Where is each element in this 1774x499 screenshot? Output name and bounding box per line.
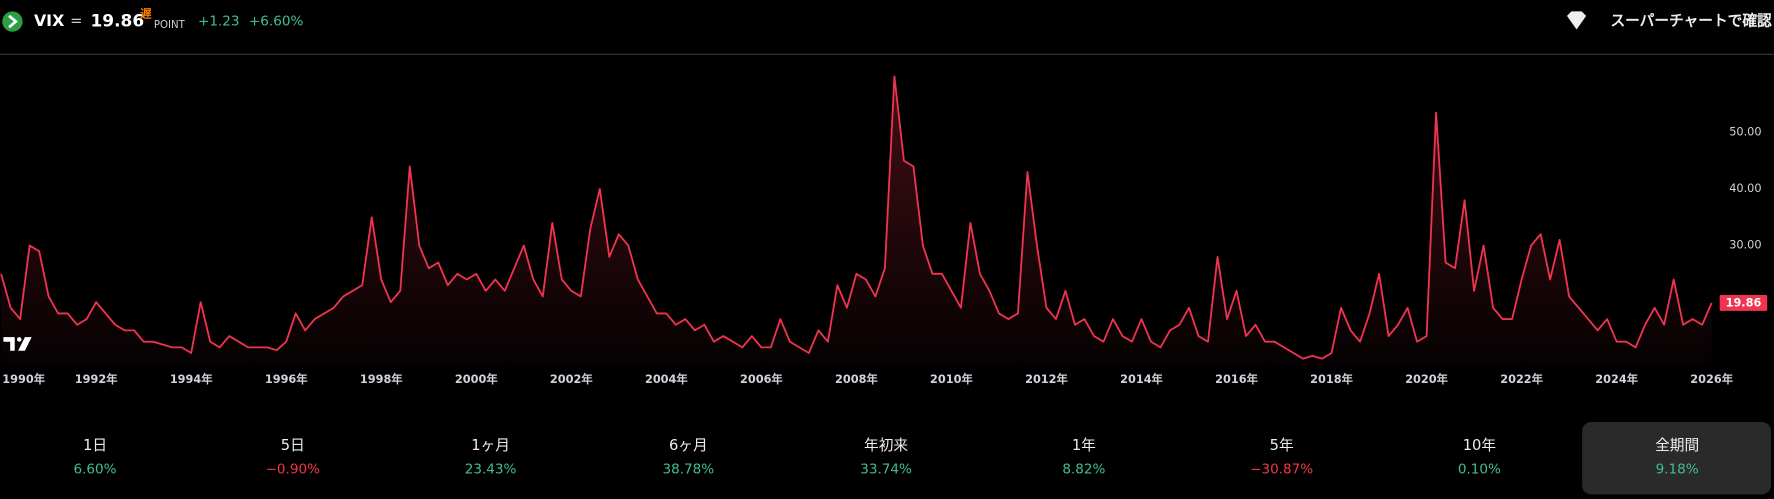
y-tick-label: 30.00 xyxy=(1729,239,1761,252)
change-pct: +6.60% xyxy=(249,14,304,30)
period-label[interactable]: 5年 xyxy=(1270,437,1294,454)
period-button[interactable]: 6ヶ月 38.78% xyxy=(662,437,714,478)
x-tick-label: 2010年 xyxy=(930,372,973,386)
period-change: −30.87% xyxy=(1250,462,1313,478)
x-tick-label: 1992年 xyxy=(75,372,118,386)
link-icon xyxy=(1566,11,1587,30)
area-fill xyxy=(1,76,1712,365)
x-tick-label: 2012年 xyxy=(1025,372,1068,386)
x-tick-label: 2014年 xyxy=(1120,372,1163,386)
period-button[interactable]: 1日 6.60% xyxy=(73,437,116,478)
period-label[interactable]: 1年 xyxy=(1072,437,1096,454)
period-change: 38.78% xyxy=(662,462,714,478)
period-button[interactable]: 年初来 33.74% xyxy=(860,437,912,478)
last-price-tag xyxy=(1719,294,1768,311)
symbol: VIX xyxy=(34,11,64,30)
x-tick-label: 2026年 xyxy=(1690,372,1733,386)
x-tick-label: 2018年 xyxy=(1310,372,1353,386)
period-change: 23.43% xyxy=(465,462,517,478)
period-change: 33.74% xyxy=(860,462,912,478)
symbol-icon xyxy=(2,11,23,32)
symbol-icon-arrow xyxy=(8,14,18,29)
period-change: 0.10% xyxy=(1458,462,1501,478)
x-tick-label: 1998年 xyxy=(360,372,403,386)
x-tick-label: 2024年 xyxy=(1595,372,1638,386)
x-tick-label: 1994年 xyxy=(170,372,213,386)
period-label[interactable]: 1日 xyxy=(83,437,107,454)
tv-logo xyxy=(3,337,32,351)
price-line xyxy=(0,75,1713,360)
period-label[interactable]: 年初来 xyxy=(864,437,908,454)
x-tick-label: 2006年 xyxy=(740,372,783,386)
y-tick-label: 50.00 xyxy=(1729,125,1761,138)
period-selected-bg xyxy=(1582,422,1772,495)
price: 19.86 xyxy=(91,12,145,32)
x-tick-label: 2022年 xyxy=(1500,372,1543,386)
period-label[interactable]: 10年 xyxy=(1463,437,1497,454)
x-tick-label: 2016年 xyxy=(1215,372,1258,386)
x-tick-label: 2004年 xyxy=(645,372,688,386)
period-change: −0.90% xyxy=(266,462,321,478)
x-tick-label: 1996年 xyxy=(265,372,308,386)
change: +1.23 xyxy=(198,14,240,30)
period-change: 9.18% xyxy=(1656,462,1699,478)
period-label[interactable]: 1ヶ月 xyxy=(471,437,510,454)
x-tick-label: 1990年 xyxy=(2,372,45,386)
x-tick-label: 2020年 xyxy=(1405,372,1448,386)
period-label[interactable]: 6ヶ月 xyxy=(669,437,708,454)
period-button[interactable]: 5年 −30.87% xyxy=(1250,437,1313,478)
period-change: 8.82% xyxy=(1062,462,1105,478)
tv-logo-part xyxy=(16,337,22,342)
last-price-label: 19.86 xyxy=(1726,296,1762,309)
link-text[interactable]: スーパーチャートで確認 xyxy=(1610,12,1772,30)
period-label[interactable]: 5日 xyxy=(281,437,305,454)
period-button[interactable]: 5日 −0.90% xyxy=(266,437,321,478)
period-button[interactable]: 全期間 9.18% xyxy=(1582,422,1772,495)
x-tick-label: 2000年 xyxy=(455,372,498,386)
period-button[interactable]: 1ヶ月 23.43% xyxy=(465,437,517,478)
period-button[interactable]: 1年 8.82% xyxy=(1062,437,1105,478)
separator: = xyxy=(70,13,82,30)
unit: POINT xyxy=(154,20,186,31)
x-tick-label: 2002年 xyxy=(550,372,593,386)
delay-badge: 遅 xyxy=(140,7,152,21)
period-change: 6.60% xyxy=(73,462,116,478)
x-tick-label: 2008年 xyxy=(835,372,878,386)
chart: 30.00 40.00 50.00 1990年 1992年 1994年 1996年 1998年… xyxy=(0,75,1768,386)
tv-logo-part xyxy=(3,337,15,351)
tv-logo-part xyxy=(18,337,32,351)
performance-bar: 1日 6.60% 5日 −0.90% 1ヶ月 23.43% 6ヶ月 38.78% 年初来 33.7… xyxy=(73,422,1772,495)
super-chart-link[interactable]: スーパーチャートで確認 xyxy=(1566,11,1772,30)
period-label[interactable]: 全期間 xyxy=(1655,437,1699,454)
period-button[interactable]: 10年 0.10% xyxy=(1458,437,1501,478)
y-tick-label: 40.00 xyxy=(1729,182,1761,195)
